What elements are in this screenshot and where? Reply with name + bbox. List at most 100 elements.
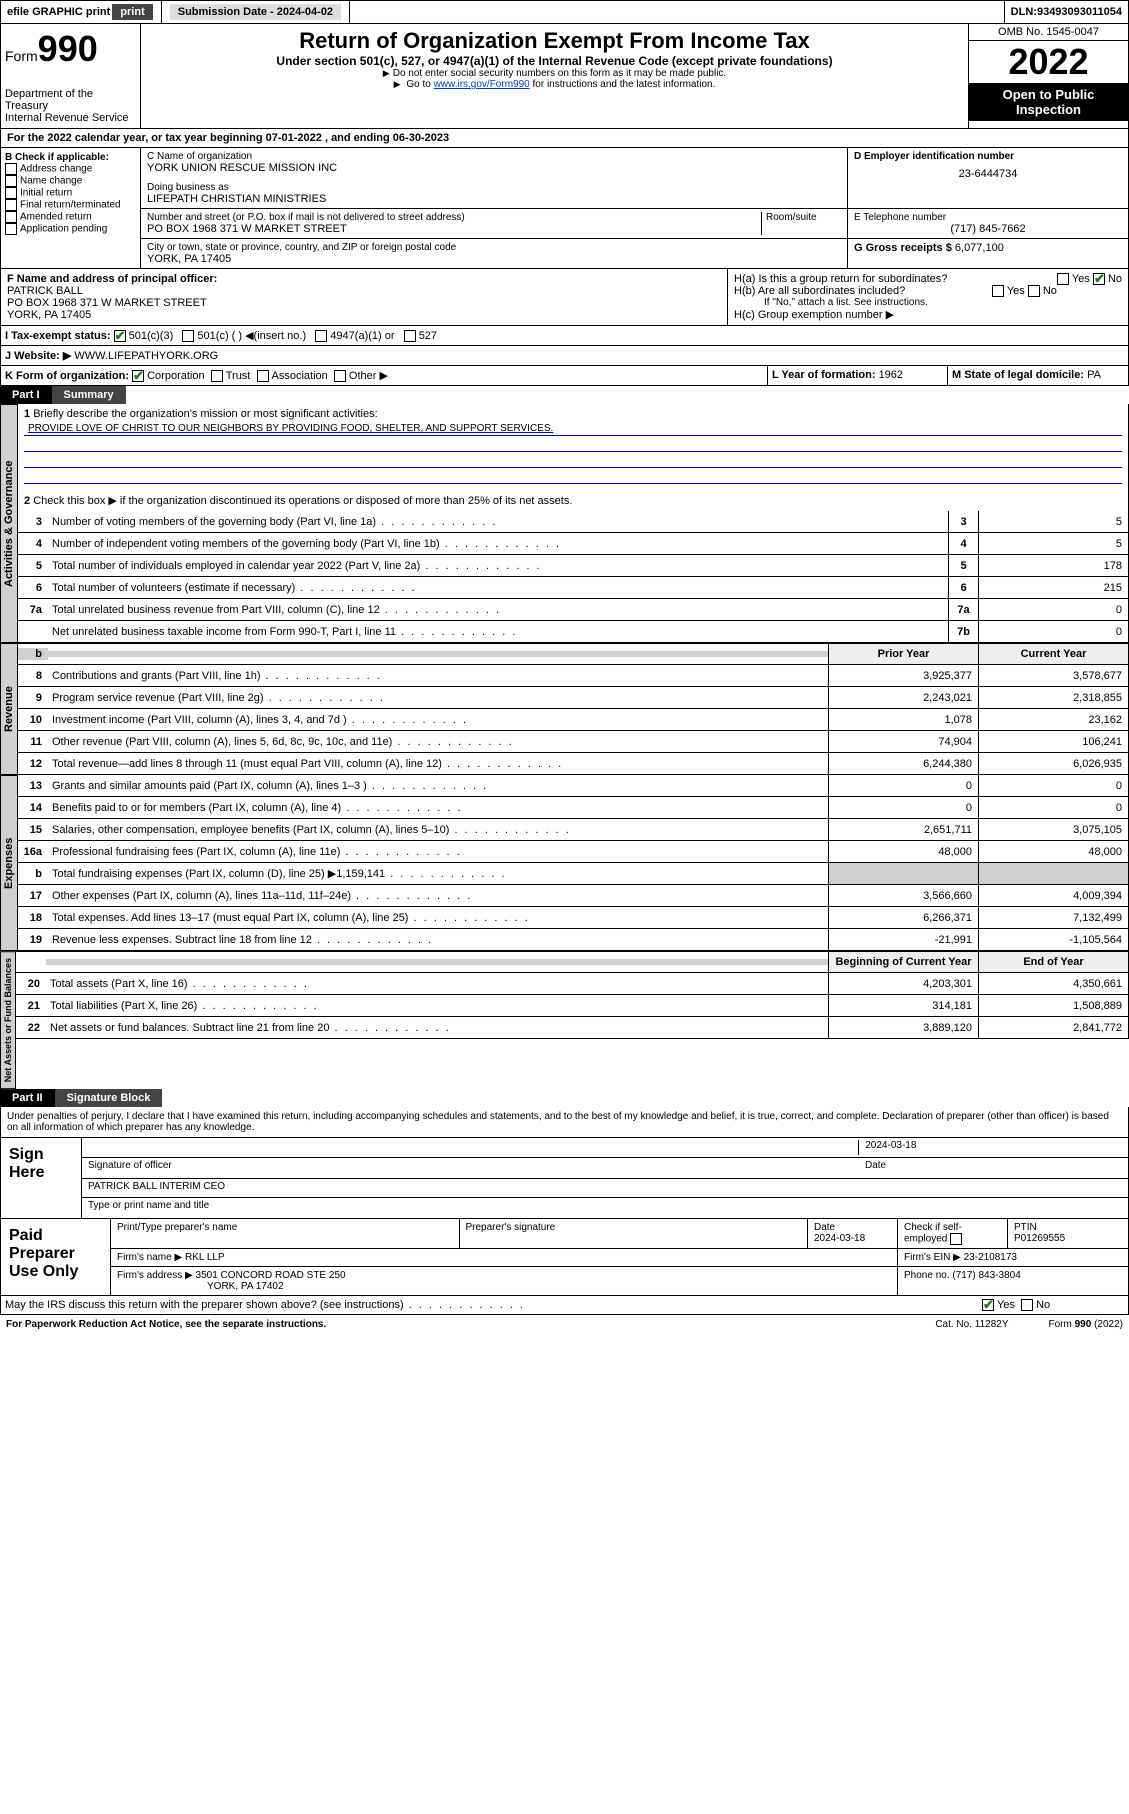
table-row: 13Grants and similar amounts paid (Part … [18, 775, 1129, 797]
firm-name-lbl: Firm's name ▶ [117, 1252, 182, 1263]
c-label: C Name of organization [147, 151, 841, 162]
ha-no[interactable] [1093, 273, 1105, 285]
paid-hdr-date: Date2024-03-18 [808, 1219, 898, 1248]
hdr-begin: Beginning of Current Year [828, 952, 978, 972]
cb-501c[interactable] [182, 330, 194, 342]
header-right: OMB No. 1545-0047 2022 Open to Public In… [968, 24, 1128, 128]
part1-label: Summary [52, 386, 126, 404]
room-label: Room/suite [766, 212, 841, 223]
i-label: I Tax-exempt status: [5, 330, 111, 342]
checkbox-initial[interactable] [5, 187, 17, 199]
checkbox-name[interactable] [5, 175, 17, 187]
sig-officer-cell [88, 1140, 858, 1155]
page-footer: For Paperwork Reduction Act Notice, see … [0, 1315, 1129, 1334]
print-button[interactable]: print [112, 4, 152, 20]
firm-ein-lbl: Firm's EIN ▶ [904, 1252, 961, 1263]
sign-content: 2024-03-18 Signature of officer Date PAT… [81, 1138, 1128, 1218]
cb-501c3[interactable] [114, 330, 126, 342]
f-label: F Name and address of principal officer: [7, 273, 721, 285]
paid-hdr-self: Check if self-employed [898, 1219, 1008, 1248]
note-link: Go to www.irs.gov/Form990 for instructio… [145, 79, 964, 90]
sig-line2: PATRICK BALL INTERIM CEO [82, 1178, 1128, 1198]
paid-hdr-sig: Preparer's signature [460, 1219, 809, 1248]
cb-assoc[interactable] [257, 370, 269, 382]
net-body: Beginning of Current Year End of Year 20… [16, 951, 1129, 1089]
cb-address: Address change [5, 163, 136, 175]
table-row: 6Total number of volunteers (estimate if… [18, 577, 1129, 599]
mission-blank3 [24, 470, 1122, 484]
hb-no[interactable] [1028, 285, 1040, 297]
tab-expenses: Expenses [0, 775, 18, 951]
checkbox-final[interactable] [5, 199, 17, 211]
irs-link[interactable]: www.irs.gov/Form990 [434, 79, 530, 90]
revenue-section: Revenue b Prior Year Current Year 8Contr… [0, 643, 1129, 775]
cb-self-employed[interactable] [950, 1233, 962, 1245]
sig-officer-label: Signature of officer [88, 1160, 859, 1176]
state-domicile: PA [1087, 369, 1101, 381]
mission-blank2 [24, 454, 1122, 468]
section-c-name: C Name of organization YORK UNION RESCUE… [141, 148, 848, 208]
sig-line1-lbl: Signature of officer Date [82, 1158, 1128, 1178]
table-row: bTotal fundraising expenses (Part IX, co… [18, 863, 1129, 885]
paid-label: Paid Preparer Use Only [1, 1219, 111, 1295]
block-bcdeg: B Check if applicable: Address change Na… [0, 148, 1129, 269]
firm-name-row: Firm's name ▶ RKL LLP Firm's EIN ▶ 23-21… [111, 1249, 1128, 1267]
gov-body: 1 Briefly describe the organization's mi… [18, 404, 1129, 643]
q1-block: 1 Briefly describe the organization's mi… [18, 404, 1129, 490]
discuss-yes[interactable] [982, 1299, 994, 1311]
sig-date-label: Date [859, 1160, 1122, 1176]
submission-label: Submission Date - [178, 6, 277, 18]
tax-year: 2022 [969, 41, 1128, 83]
checkbox-pending[interactable] [5, 223, 17, 235]
checkbox-amended[interactable] [5, 211, 17, 223]
firm-addr-lbl: Firm's address ▶ [117, 1270, 193, 1281]
section-d: D Employer identification number 23-6444… [848, 148, 1128, 208]
form-number: Form990 [5, 28, 136, 70]
e-label: E Telephone number [854, 212, 1122, 223]
q1-text: Briefly describe the organization's miss… [33, 408, 377, 420]
j-label: J Website: ▶ [5, 350, 71, 362]
cb-other[interactable] [334, 370, 346, 382]
part2-label: Signature Block [55, 1089, 163, 1107]
firm-name: RKL LLP [185, 1252, 225, 1263]
irs-label: Internal Revenue Service [5, 112, 136, 124]
section-b: B Check if applicable: Address change Na… [1, 148, 141, 268]
section-a-text: For the 2022 calendar year, or tax year … [7, 132, 266, 144]
table-row: 17Other expenses (Part IX, column (A), l… [18, 885, 1129, 907]
table-row: 7aTotal unrelated business revenue from … [18, 599, 1129, 621]
cb-4947[interactable] [315, 330, 327, 342]
d-label: D Employer identification number [854, 151, 1122, 162]
topbar-spacer [350, 1, 1005, 23]
firm-city: YORK, PA 17402 [207, 1281, 284, 1292]
cb-pending: Application pending [5, 223, 136, 235]
cb-trust[interactable] [211, 370, 223, 382]
discuss-no[interactable] [1021, 1299, 1033, 1311]
ha-yes[interactable] [1057, 273, 1069, 285]
form-header: Form990 Department of the Treasury Inter… [0, 24, 1129, 129]
section-g: G Gross receipts $ 6,077,100 [848, 239, 1128, 268]
section-j: J Website: ▶ WWW.LIFEPATHYORK.ORG [0, 346, 1129, 366]
table-row: 21Total liabilities (Part X, line 26)314… [16, 995, 1129, 1017]
m-label: M State of legal domicile: [952, 369, 1087, 381]
rev-body: b Prior Year Current Year 8Contributions… [18, 643, 1129, 775]
ptin-value: P01269555 [1014, 1233, 1065, 1244]
cb-corp[interactable] [132, 370, 144, 382]
submission-badge: Submission Date - 2024-04-02 [170, 4, 341, 20]
mission-text: PROVIDE LOVE OF CHRIST TO OUR NEIGHBORS … [24, 422, 1122, 436]
section-e: E Telephone number (717) 845-7662 [848, 209, 1128, 238]
cb-name: Name change [5, 175, 136, 187]
col-cde: C Name of organization YORK UNION RESCUE… [141, 148, 1128, 268]
footer-pra: For Paperwork Reduction Act Notice, see … [6, 1319, 326, 1330]
cb-amended: Amended return [5, 211, 136, 223]
checkbox-address[interactable] [5, 163, 17, 175]
hb-label: H(b) Are all subordinates included? [734, 285, 905, 297]
cb-527[interactable] [404, 330, 416, 342]
row-street-phone: Number and street (or P.O. box if mail i… [141, 209, 1128, 239]
exp-lines: 13Grants and similar amounts paid (Part … [18, 775, 1129, 951]
hb-yes[interactable] [992, 285, 1004, 297]
section-c-city: City or town, state or province, country… [141, 239, 848, 268]
net-header: Beginning of Current Year End of Year [16, 951, 1129, 973]
omb-number: OMB No. 1545-0047 [969, 24, 1128, 41]
section-i: I Tax-exempt status: 501(c)(3) 501(c) ( … [0, 326, 1129, 346]
firm-phone: (717) 843-3804 [952, 1270, 1020, 1281]
